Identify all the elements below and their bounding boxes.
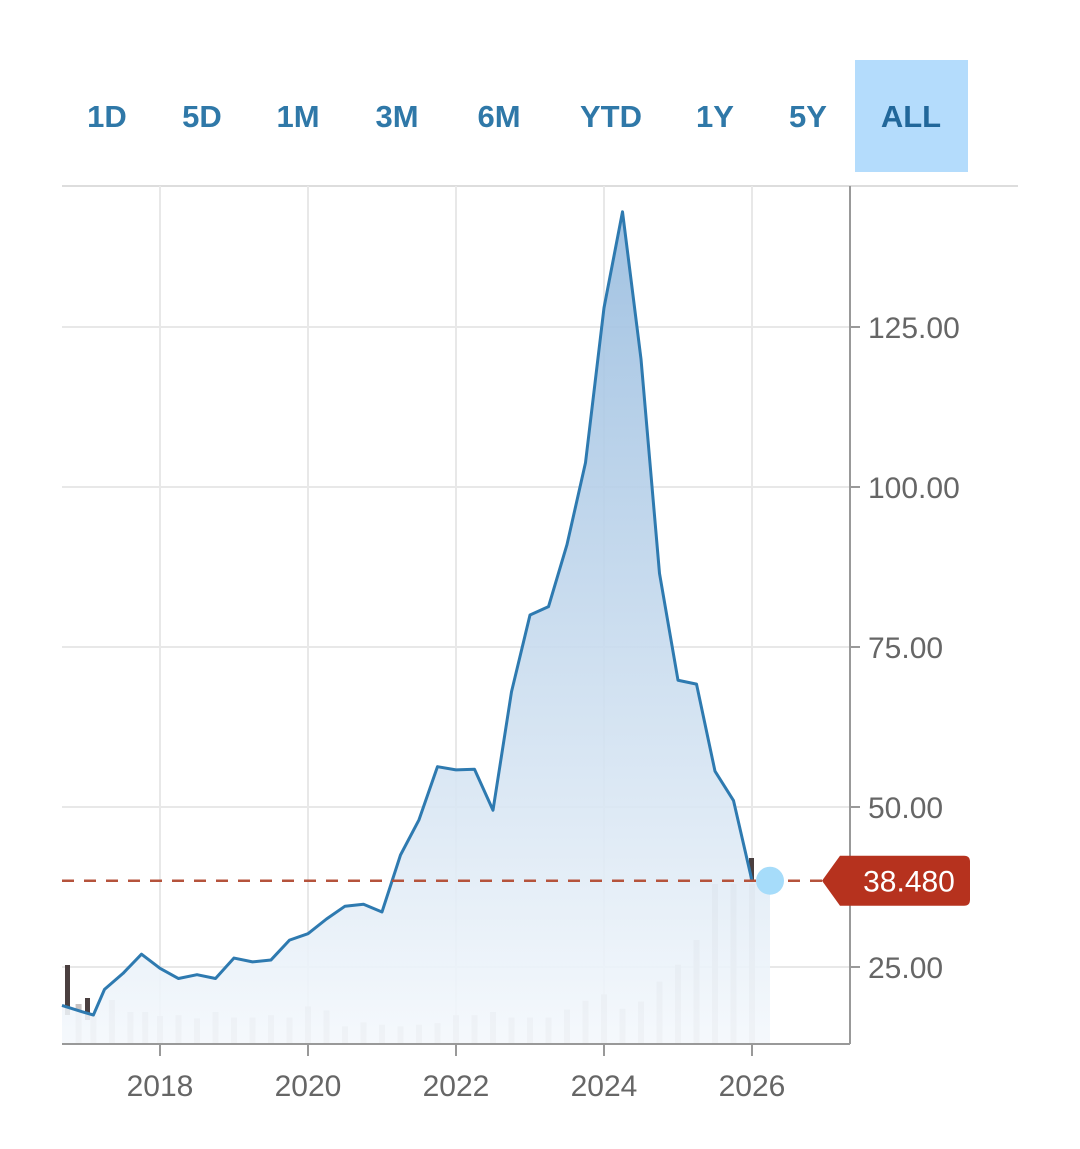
range-tab-5y[interactable]: 5Y — [789, 99, 827, 134]
x-tick-label: 2026 — [719, 1070, 786, 1103]
x-tick-label: 2024 — [571, 1070, 638, 1103]
last-price-label: 38.480 — [863, 866, 955, 899]
range-tab-3m[interactable]: 3M — [375, 99, 419, 134]
price-area — [62, 211, 770, 1045]
y-tick-label: 25.00 — [868, 952, 943, 985]
price-area-fill — [62, 211, 770, 1045]
x-tick-label: 2020 — [275, 1070, 342, 1103]
volume-bar — [749, 858, 754, 880]
y-tick-label: 125.00 — [868, 312, 960, 345]
range-tab-all[interactable]: ALL — [854, 60, 968, 172]
axes: 25.00 50.00 75.00 100.00 125.00 2018 2020 2022 2… — [62, 186, 960, 1103]
last-price-indicator: 38.480 — [62, 855, 970, 906]
volume-bar — [85, 998, 90, 1020]
last-price-badge — [822, 855, 970, 906]
y-tick-label: 50.00 — [868, 792, 943, 825]
volume-bar — [65, 965, 70, 1015]
last-price-marker — [756, 866, 784, 895]
range-tab-1y[interactable]: 1Y — [696, 99, 734, 134]
price-line — [61, 210, 754, 1017]
price-line-path — [61, 210, 754, 1017]
time-range-selector: 1D 5D 1M 3M 6M YTD 1Y 5Y ALL — [60, 60, 1020, 172]
y-tick-label: 100.00 — [868, 472, 960, 505]
x-tick-label: 2022 — [423, 1070, 490, 1103]
range-tab-ytd[interactable]: YTD — [580, 99, 642, 134]
x-tick-label: 2018 — [127, 1070, 194, 1103]
range-tab-5d[interactable]: 5D — [182, 99, 222, 134]
range-tab-1d[interactable]: 1D — [87, 99, 127, 134]
range-tab-1m[interactable]: 1M — [276, 99, 320, 134]
range-tab-6m[interactable]: 6M — [477, 99, 521, 134]
y-tick-label: 75.00 — [868, 632, 943, 665]
